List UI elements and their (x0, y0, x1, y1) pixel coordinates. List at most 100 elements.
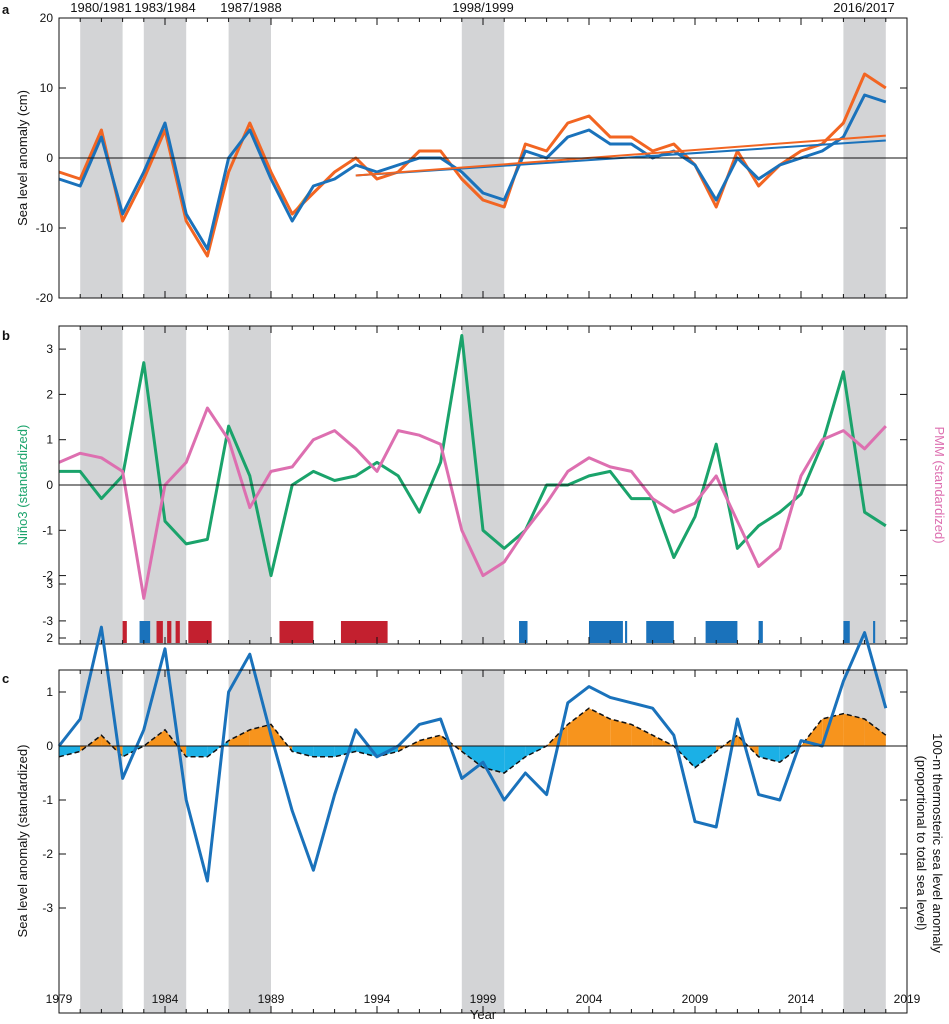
event-label: 1998/1999 (452, 0, 513, 15)
event-label: 1987/1988 (220, 0, 281, 15)
x-tick-label: 1994 (364, 992, 391, 1006)
thermosteric-fill-segment (334, 746, 356, 757)
panel-c-ylabel-right-2: (proportional to total sea level) (914, 756, 929, 931)
y-tick-label: -1 (42, 793, 53, 807)
panel-c-ylabel: Sea level anomaly (standardized) (15, 745, 30, 938)
event-bar (279, 621, 314, 643)
panel-b-ylabel: Niño3 (standardized) (15, 425, 30, 546)
event-bar (705, 621, 738, 643)
panel-b-ylabel-right: PMM (standardized) (932, 426, 947, 543)
thermosteric-fill-segment (779, 746, 801, 763)
event-label: 1980/1981 (70, 0, 131, 15)
thermosteric-fill-segment (567, 708, 589, 746)
thermosteric-fill-segment (695, 746, 717, 768)
y-tick-label: 10 (40, 81, 54, 95)
shaded-period (80, 670, 123, 1013)
shaded-period (228, 670, 271, 1013)
thermosteric-fill-segment (758, 746, 780, 763)
x-tick-label: 2004 (576, 992, 603, 1006)
y-tick-label: 0 (46, 478, 53, 492)
event-bar (758, 621, 763, 643)
thermosteric-fill-segment (186, 746, 208, 757)
y-tick-label: 3 (46, 577, 53, 591)
x-tick-label: 1989 (258, 992, 285, 1006)
nino3-line (59, 334, 887, 578)
thermosteric-fill-segment (483, 746, 505, 773)
event-bar (646, 621, 674, 643)
panel-c-ticks: -3 -2 -1 0 1 2 3 (42, 577, 907, 915)
event-bar (156, 621, 163, 643)
thermosteric-fill-segment (801, 719, 823, 746)
thermosteric-fill-segment (59, 746, 81, 757)
y-tick-label: -3 (42, 901, 53, 915)
event-bar (139, 621, 151, 643)
y-tick-label: -3 (42, 614, 53, 628)
thermosteric-fill-segment (864, 719, 886, 746)
sla-series-line (58, 93, 887, 251)
thermosteric-fill-segment (589, 708, 611, 746)
thermosteric-fill-segment (313, 746, 335, 757)
thermosteric-fill-segment (249, 724, 271, 746)
event-bar (519, 621, 528, 643)
event-bar (122, 621, 127, 643)
panel-b-event-bars (122, 621, 876, 643)
panel-a: -20 -10 0 10 20 Sea level anomaly (cm) (15, 11, 908, 305)
event-bar (167, 621, 172, 643)
x-tick-label: 2014 (788, 992, 815, 1006)
event-bar (625, 621, 628, 643)
x-tick-label: 2009 (682, 992, 709, 1006)
event-bar (188, 621, 212, 643)
thermosteric-fill-segment (207, 740, 229, 757)
event-labels: 1980/1981 1983/1984 1987/1988 1998/1999 … (70, 0, 894, 15)
thermosteric-fill-segment (228, 729, 250, 746)
panel-label-a: a (2, 2, 10, 17)
panel-a-ticks: -20 -10 0 10 20 (36, 11, 907, 305)
panel-b: -3 -2 -1 0 1 2 3 Niño3 (standardized) PMM (sta… (15, 325, 947, 645)
x-axis-label: Year (470, 1007, 497, 1022)
thermosteric-fill-segment (631, 724, 653, 746)
thermosteric-fill-segment (652, 735, 674, 746)
panel-label-c: c (2, 671, 9, 686)
y-tick-label: -2 (42, 847, 53, 861)
y-tick-label: -2 (42, 569, 53, 583)
y-tick-label: 0 (46, 739, 53, 753)
panel-b-series (58, 334, 887, 600)
y-tick-label: 2 (46, 631, 53, 645)
shaded-period (461, 670, 505, 1013)
x-tick-label: 1999 (470, 992, 497, 1006)
panel-b-ticks: -3 -2 -1 0 1 2 3 (42, 342, 907, 628)
event-bar (340, 621, 388, 643)
x-tick-label: 1979 (46, 992, 73, 1006)
event-bar (589, 621, 623, 643)
thermosteric-fill-segment (610, 719, 632, 746)
sla-trend-line (355, 134, 886, 177)
y-tick-label: -10 (36, 221, 54, 235)
shaded-period (143, 670, 187, 1013)
y-tick-label: 3 (46, 342, 53, 356)
panel-c-ylabel-right-1: 100-m thermosteric sea level anomaly (930, 733, 945, 953)
y-tick-label: -20 (36, 291, 54, 305)
thermosteric-fill-segment (504, 746, 526, 773)
y-tick-label: 1 (46, 433, 53, 447)
panel-label-b: b (2, 328, 10, 343)
event-label: 1983/1984 (134, 0, 195, 15)
y-tick-label: -1 (42, 523, 53, 537)
panel-a-ylabel: Sea level anomaly (cm) (15, 90, 30, 226)
y-tick-label: 20 (40, 11, 54, 25)
thermosteric-fill-segment (843, 713, 865, 746)
x-tick-label: 1984 (152, 992, 179, 1006)
thermosteric-fill-segment (419, 735, 441, 746)
thermosteric-fill-segment (461, 746, 483, 768)
x-tick-label: 2019 (894, 992, 921, 1006)
sla-standardized-line (57, 625, 888, 883)
event-label: 2016/2017 (833, 0, 894, 15)
event-bar (873, 621, 876, 643)
thermosteric-fill-segment (292, 746, 314, 757)
y-tick-label: 0 (46, 151, 53, 165)
y-tick-label: 2 (46, 387, 53, 401)
pmm-line (58, 406, 887, 600)
panel-c: -3 -2 -1 0 1 2 3 Sea level anomaly (standardiz… (15, 577, 945, 1014)
y-tick-label: 1 (46, 685, 53, 699)
panel-a-series (58, 72, 887, 258)
